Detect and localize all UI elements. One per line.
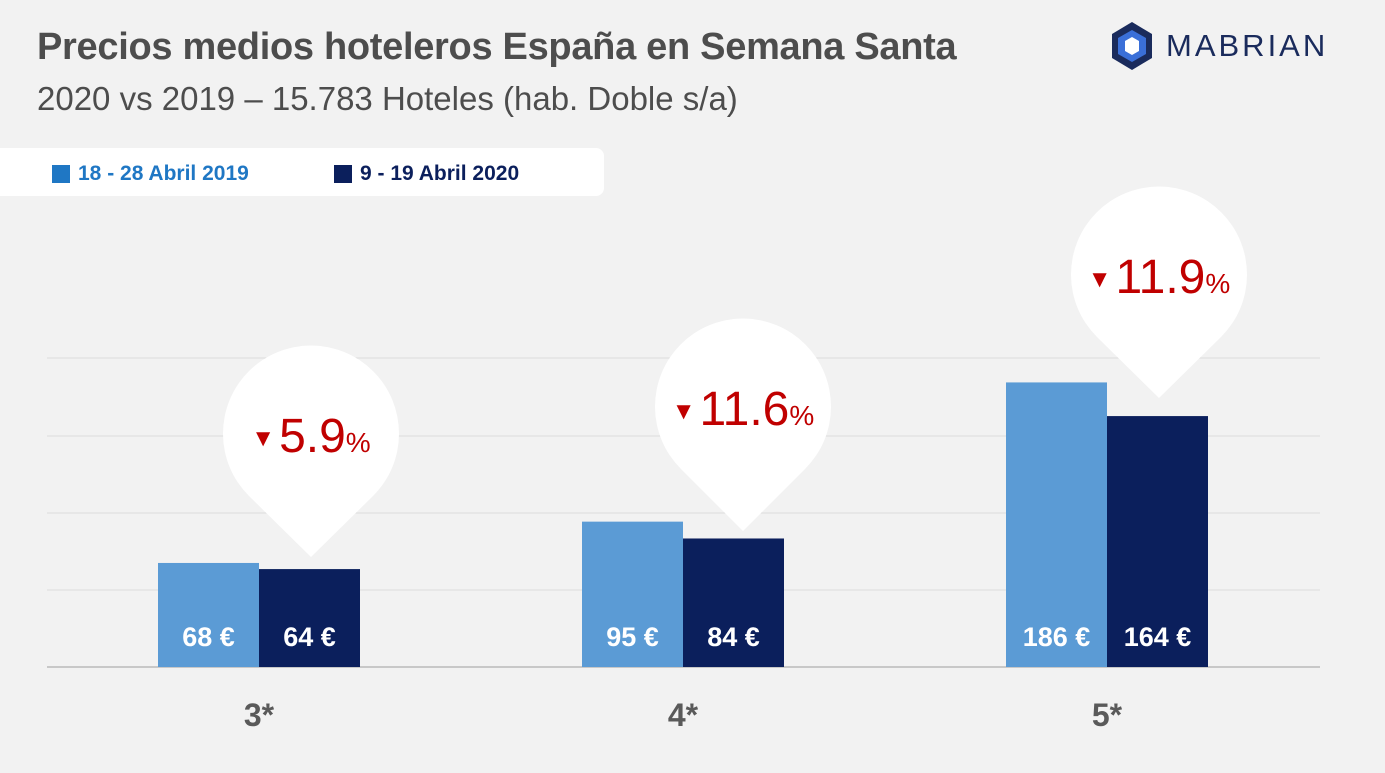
change-callout-text: ▼11.9% (1088, 251, 1231, 304)
legend-label-2019: 18 - 28 Abril 2019 (78, 162, 249, 185)
bar-3*-series-0 (158, 562, 259, 667)
bar-5*-series-1 (1107, 416, 1208, 667)
change-callout-bubble (1071, 186, 1247, 398)
change-callout-bubble (655, 318, 831, 531)
category-label: 3* (244, 697, 275, 733)
chart-title: Precios medios hoteleros España en Seman… (37, 26, 957, 68)
legend-swatch-2020 (334, 165, 352, 183)
logo-text: MABRIAN (1166, 28, 1329, 63)
bar-value-label: 84 € (707, 622, 760, 652)
mabrian-logo: MABRIAN (1108, 20, 1328, 72)
change-callout-text: ▼11.6% (672, 383, 815, 436)
change-callout-text: ▼5.9% (251, 410, 370, 463)
bar-4*-series-0 (582, 521, 683, 667)
legend-item-2020: 9 - 19 Abril 2020 (334, 162, 519, 186)
bar-3*-series-1 (259, 569, 360, 667)
legend-swatch-2019 (52, 165, 70, 183)
bar-value-label: 64 € (283, 622, 336, 652)
change-callout-bubble (223, 345, 399, 557)
legend: 18 - 28 Abril 2019 9 - 19 Abril 2020 (0, 148, 604, 196)
bar-value-label: 95 € (606, 622, 659, 652)
bar-value-label: 186 € (1023, 622, 1091, 652)
bar-5*-series-0 (1006, 382, 1107, 667)
legend-item-2019: 18 - 28 Abril 2019 (52, 162, 249, 186)
category-label: 5* (1092, 697, 1123, 733)
bar-4*-series-1 (683, 538, 784, 667)
mabrian-logo-icon (1112, 22, 1152, 70)
bar-value-label: 68 € (182, 622, 235, 652)
chart-subtitle: 2020 vs 2019 – 15.783 Hoteles (hab. Dobl… (37, 80, 738, 117)
legend-label-2020: 9 - 19 Abril 2020 (360, 162, 520, 185)
category-label: 4* (668, 697, 699, 733)
bar-value-label: 164 € (1124, 622, 1192, 652)
